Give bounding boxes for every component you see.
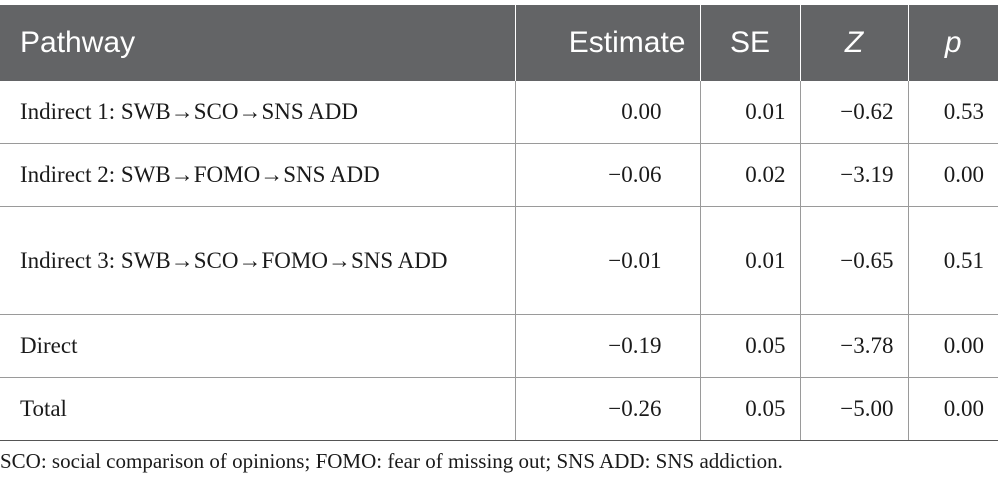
cell-estimate: −0.26 [514, 377, 700, 441]
cell-estimate: −0.01 [514, 206, 700, 315]
cell-pathway: Indirect 3: SWB→SCO→FOMO→SNS ADD [0, 206, 515, 315]
cell-z: −5.00 [799, 377, 908, 441]
cell-pathway: Direct [0, 314, 515, 378]
table-row: Total −0.26 0.05 −5.00 0.00 [0, 377, 998, 441]
cell-p: 0.53 [907, 81, 998, 144]
table-header-row: Pathway Estimate SE Z p [0, 5, 998, 81]
table-row: Direct −0.19 0.05 −3.78 0.00 [0, 314, 998, 378]
results-table-container: Pathway Estimate SE Z p Indirect 1: SWB→… [0, 5, 998, 441]
header-estimate: Estimate [514, 5, 700, 81]
cell-estimate: −0.06 [514, 143, 700, 207]
table-row: Indirect 1: SWB→SCO→SNS ADD 0.00 0.01 −0… [0, 81, 998, 144]
cell-estimate: 0.00 [514, 81, 700, 144]
cell-pathway: Total [0, 377, 515, 441]
header-z: Z [799, 5, 908, 81]
header-p: p [907, 5, 998, 81]
cell-se: 0.05 [699, 314, 800, 378]
table-row: Indirect 2: SWB→FOMO→SNS ADD −0.06 0.02 … [0, 143, 998, 207]
header-pathway: Pathway [0, 5, 515, 81]
cell-z: −0.65 [799, 206, 908, 315]
cell-pathway: Indirect 1: SWB→SCO→SNS ADD [0, 81, 515, 144]
table-footnote: SCO: social comparison of opinions; FOMO… [0, 449, 783, 473]
cell-se: 0.01 [699, 81, 800, 144]
pathway-results-table: Pathway Estimate SE Z p Indirect 1: SWB→… [0, 5, 998, 441]
table-row: Indirect 3: SWB→SCO→FOMO→SNS ADD −0.01 0… [0, 206, 998, 315]
cell-se: 0.05 [699, 377, 800, 441]
cell-pathway: Indirect 2: SWB→FOMO→SNS ADD [0, 143, 515, 207]
cell-estimate: −0.19 [514, 314, 700, 378]
cell-p: 0.00 [907, 314, 998, 378]
cell-z: −3.78 [799, 314, 908, 378]
cell-se: 0.01 [699, 206, 800, 315]
cell-p: 0.51 [907, 206, 998, 315]
cell-p: 0.00 [907, 143, 998, 207]
cell-z: −0.62 [799, 81, 908, 144]
header-se: SE [699, 5, 800, 81]
cell-se: 0.02 [699, 143, 800, 207]
cell-p: 0.00 [907, 377, 998, 441]
cell-z: −3.19 [799, 143, 908, 207]
